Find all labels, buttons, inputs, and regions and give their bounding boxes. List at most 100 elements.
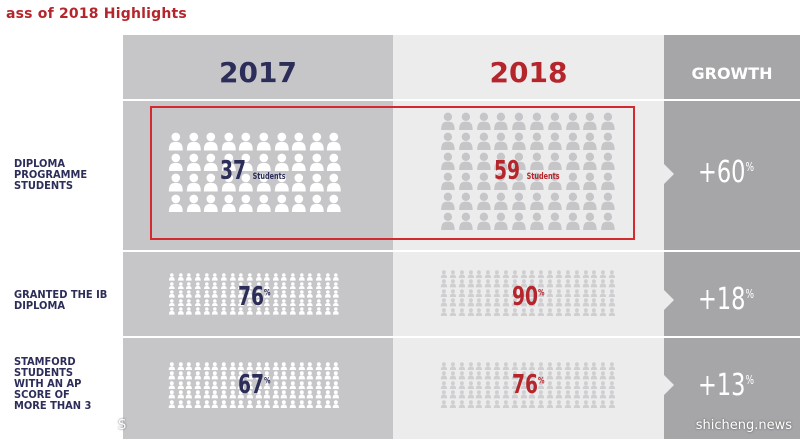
person-icon: [520, 362, 527, 371]
person-icon: [511, 279, 518, 288]
person-icon: [333, 273, 340, 281]
person-icon: [298, 381, 305, 390]
person-icon: [546, 298, 554, 307]
person-icon: [511, 399, 518, 408]
person-icon: [502, 307, 510, 316]
person-icon: [203, 371, 210, 380]
people-grid-2018-diploma: [440, 112, 616, 230]
person-icon: [520, 270, 527, 279]
person-icon: [263, 399, 271, 408]
person-icon: [307, 281, 314, 290]
person-icon: [333, 371, 340, 380]
person-icon: [476, 112, 491, 130]
person-icon: [485, 399, 492, 408]
person-icon: [555, 279, 563, 288]
person-icon: [177, 273, 184, 281]
person-icon: [203, 381, 210, 390]
person-icon: [511, 289, 518, 298]
person-icon: [502, 289, 510, 298]
person-icon: [582, 399, 589, 408]
person-icon: [237, 381, 245, 390]
person-icon: [591, 279, 598, 288]
person-icon: [177, 281, 184, 290]
person-icon: [502, 390, 510, 399]
person-icon: [591, 307, 598, 316]
row-separator-2: [0, 336, 800, 338]
person-icon: [333, 390, 340, 399]
person-icon: [547, 152, 562, 170]
person-icon: [591, 289, 598, 298]
person-icon: [211, 371, 219, 380]
person-icon: [255, 381, 262, 390]
person-icon: [238, 290, 244, 298]
person-icon: [582, 289, 589, 298]
person-icon: [256, 173, 271, 192]
person-icon: [264, 281, 270, 290]
person-icon: [203, 290, 210, 298]
person-icon: [177, 390, 184, 399]
person-icon: [573, 381, 580, 390]
person-icon: [221, 173, 236, 192]
person-icon: [194, 273, 201, 281]
person-icon: [608, 390, 616, 399]
person-icon: [511, 270, 518, 279]
person-icon: [177, 362, 184, 371]
person-icon: [272, 390, 279, 399]
person-icon: [220, 371, 227, 380]
person-icon: [333, 307, 340, 315]
person-icon: [449, 279, 456, 288]
person-icon: [290, 281, 296, 290]
person-icon: [538, 381, 545, 390]
person-icon: [441, 192, 455, 210]
person-icon: [333, 399, 340, 408]
person-icon: [194, 362, 201, 371]
person-icon: [476, 371, 483, 380]
person-icon: [608, 298, 616, 307]
person-icon: [502, 381, 510, 390]
person-icon: [327, 132, 342, 151]
person-icon: [307, 307, 314, 315]
page-title: ass of 2018 Highlights: [6, 6, 187, 22]
column-2017: [123, 35, 393, 439]
person-icon: [591, 399, 598, 408]
person-icon: [229, 390, 236, 399]
person-icon: [292, 173, 306, 192]
person-icon: [246, 399, 253, 408]
person-icon: [538, 371, 545, 380]
person-icon: [591, 371, 598, 380]
person-icon: [324, 381, 331, 390]
person-icon: [315, 399, 323, 408]
person-icon: [582, 279, 589, 288]
person-icon: [520, 289, 527, 298]
person-icon: [316, 273, 322, 281]
person-icon: [246, 299, 253, 307]
person-icon: [237, 371, 245, 380]
person-icon: [333, 299, 340, 307]
person-icon: [600, 307, 607, 316]
person-icon: [529, 362, 536, 371]
row-label-ap-score: STAMFORD STUDENTS WITH AN AP SCORE OF MO…: [14, 355, 92, 412]
person-icon: [186, 132, 201, 151]
person-icon: [292, 153, 306, 171]
person-icon: [555, 371, 563, 380]
person-icon: [546, 362, 554, 371]
person-icon: [600, 381, 607, 390]
person-icon: [441, 132, 455, 150]
person-icon: [458, 172, 473, 190]
header-separator: [0, 99, 800, 101]
person-icon: [440, 279, 448, 288]
growth-ap-score: +13%: [698, 368, 755, 403]
person-icon: [564, 298, 571, 307]
person-icon: [485, 390, 492, 399]
person-icon: [246, 371, 253, 380]
person-icon: [264, 307, 270, 315]
person-icon: [168, 371, 175, 380]
person-icon: [591, 362, 598, 371]
person-icon: [502, 371, 510, 380]
person-icon: [467, 298, 474, 307]
person-icon: [511, 390, 518, 399]
person-icon: [272, 371, 279, 380]
person-icon: [272, 273, 279, 281]
person-icon: [211, 362, 219, 371]
person-icon: [458, 289, 465, 298]
